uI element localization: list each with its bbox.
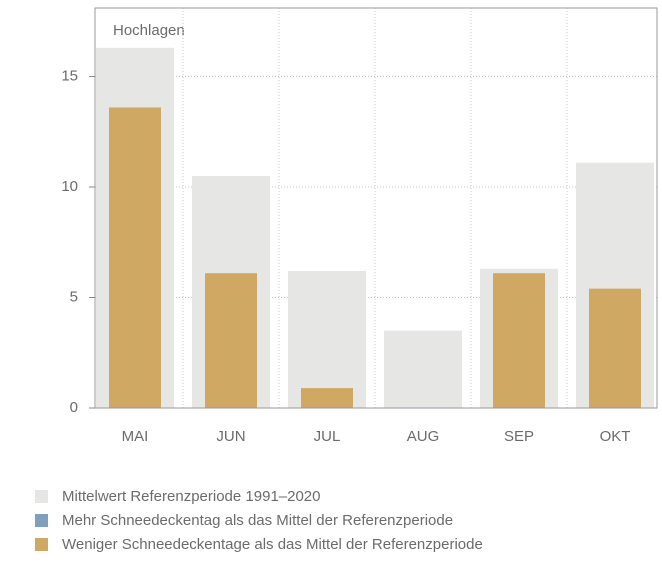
plot-frame — [94, 7, 658, 409]
x-tick-label: JUN — [216, 428, 245, 445]
bar-actual — [301, 388, 353, 408]
x-tick-label: MAI — [122, 428, 149, 445]
x-tick-label: SEP — [504, 428, 534, 445]
annotation: Hochlagen — [113, 22, 185, 39]
legend-swatch — [35, 490, 48, 503]
x-tick-label: JUL — [314, 428, 341, 445]
y-tick-label: 5 — [70, 288, 78, 305]
bar-actual — [205, 273, 257, 408]
legend-swatch — [35, 538, 48, 551]
legend-label: Weniger Schneedeckentage als das Mittel … — [62, 536, 483, 553]
y-tick-label: 0 — [70, 399, 78, 416]
bar-actual — [589, 288, 641, 408]
legend-swatch — [35, 514, 48, 527]
legend-label: Mittelwert Referenzperiode 1991–2020 — [62, 488, 321, 505]
bar-reference — [384, 330, 462, 408]
bar-reference — [288, 270, 366, 408]
bar-actual — [109, 107, 161, 409]
x-tick-label: OKT — [600, 428, 631, 445]
legend-label: Mehr Schneedeckentag als das Mittel der … — [62, 512, 453, 529]
x-tick-label: AUG — [407, 428, 440, 445]
bar-actual — [493, 273, 545, 408]
y-tick-label: 15 — [61, 67, 78, 84]
y-tick-label: 10 — [61, 178, 78, 195]
